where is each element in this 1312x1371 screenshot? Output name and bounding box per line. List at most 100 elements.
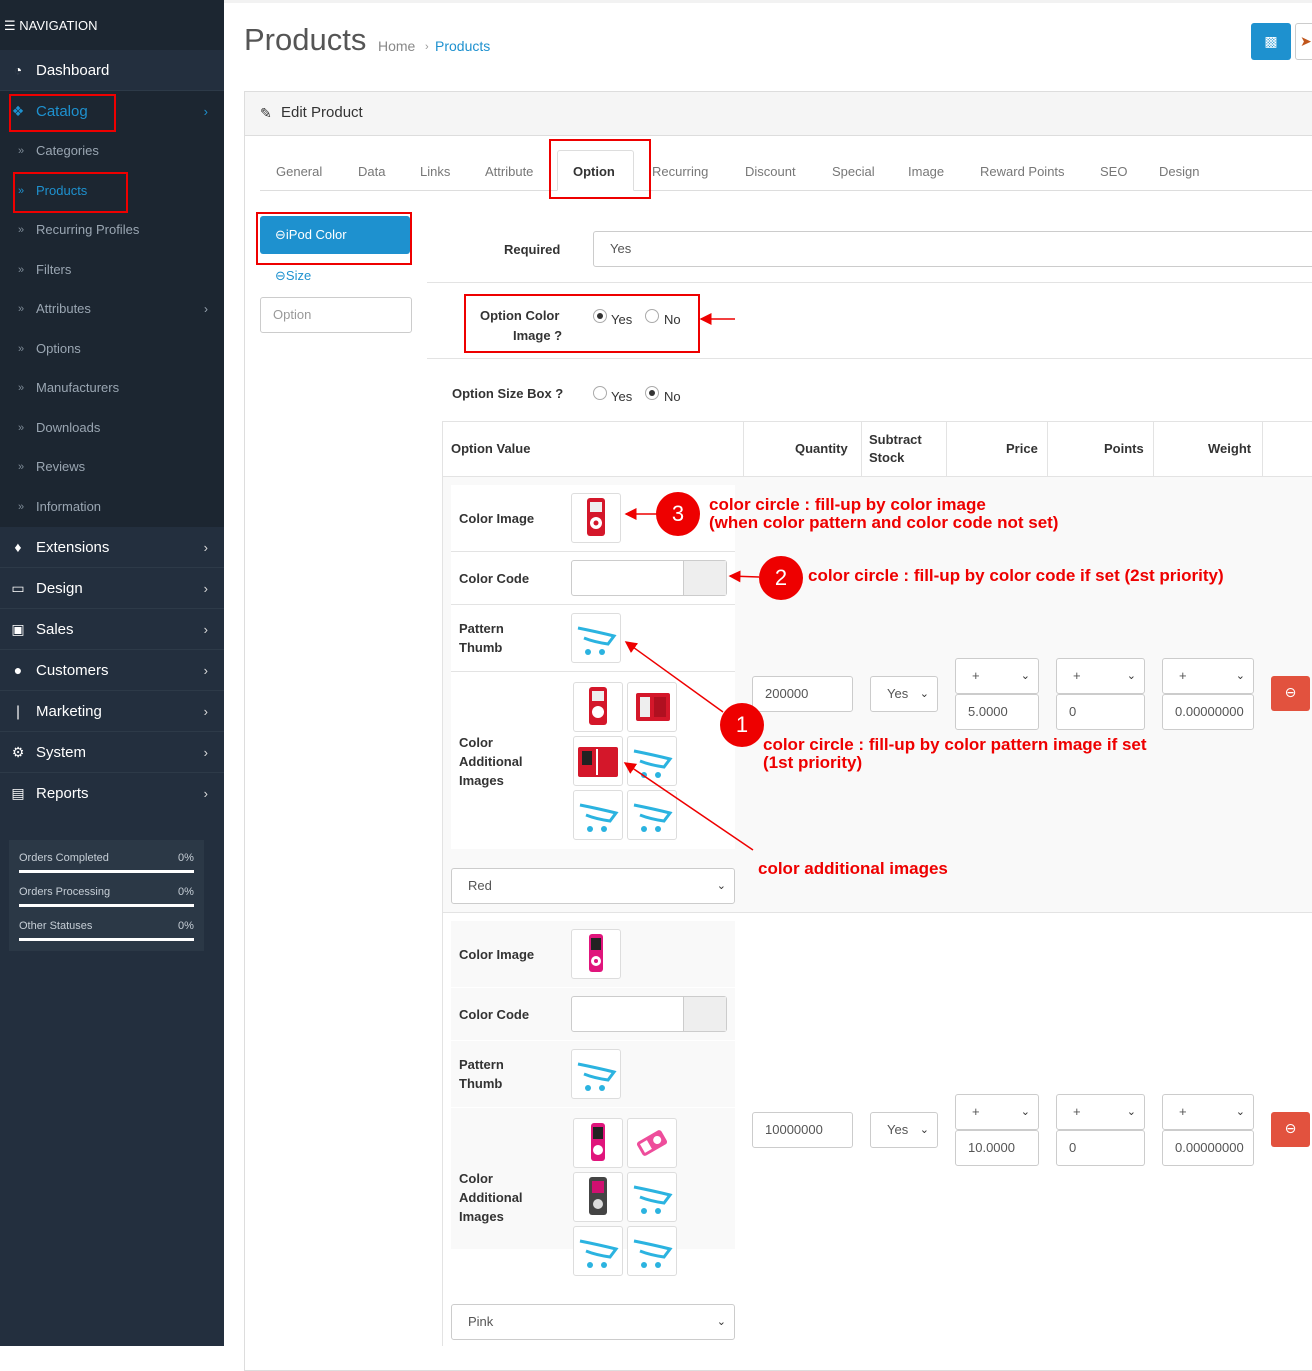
color-image-thumb[interactable] [571, 493, 621, 543]
chevron-down-icon: ⌄ [919, 1124, 929, 1136]
sidebar-item-customers[interactable]: ● Customers › [0, 650, 224, 691]
size-box-no-radio[interactable] [645, 386, 659, 400]
sidebar-item-catalog[interactable]: ❖ Catalog › [0, 91, 224, 132]
tab-data[interactable]: Data [358, 164, 386, 179]
option-value-select[interactable]: Pink ⌄ [451, 1304, 735, 1340]
sidebar-sub-manufacturers[interactable]: » Manufacturers [0, 368, 224, 408]
tab-seo[interactable]: SEO [1100, 164, 1128, 179]
additional-image[interactable] [627, 1226, 677, 1276]
weight-prefix-select[interactable]: + ⌄ [1162, 1094, 1254, 1130]
sidebar-sub-products[interactable]: » Products [0, 171, 224, 211]
back-arrow-icon: ➤ [1300, 33, 1312, 49]
tab-design[interactable]: Design [1159, 164, 1200, 179]
tab-general[interactable]: General [276, 164, 323, 179]
pattern-thumb-label-2: Thumb [459, 1076, 503, 1091]
quantity-input[interactable]: 200000 [752, 676, 853, 712]
minus-circle-icon: ⊖ [275, 227, 286, 242]
subtract-select[interactable]: Yes ⌄ [870, 676, 938, 712]
color-image-no-radio[interactable] [645, 309, 659, 323]
double-chevron-icon: » [18, 224, 25, 236]
tab-discount[interactable]: Discount [745, 164, 796, 179]
back-button[interactable]: ➤ [1295, 23, 1312, 60]
price-input[interactable]: 5.0000 [955, 694, 1039, 730]
points-input[interactable]: 0 [1056, 694, 1145, 730]
breadcrumb-home[interactable]: Home [378, 38, 416, 54]
pattern-thumb[interactable] [571, 1049, 621, 1099]
price-input[interactable]: 10.0000 [955, 1130, 1039, 1166]
color-image-yes-radio[interactable] [593, 309, 607, 323]
points-prefix-select[interactable]: + ⌄ [1056, 1094, 1145, 1130]
tab-links[interactable]: Links [420, 164, 451, 179]
sidebar-item-marketing[interactable]: ❘ Marketing › [0, 691, 224, 732]
color-swatch[interactable] [683, 997, 726, 1031]
price-prefix-select[interactable]: + ⌄ [955, 658, 1039, 694]
option-item-size[interactable]: ⊖Size [275, 268, 312, 283]
nav-header[interactable]: ☰ NAVIGATION [0, 0, 224, 50]
additional-image[interactable] [627, 682, 677, 732]
additional-image[interactable] [573, 682, 623, 732]
form-divider [427, 358, 1312, 359]
subtable-divider [451, 604, 735, 605]
subtract-select[interactable]: Yes ⌄ [870, 1112, 938, 1148]
option-item-ipod-color[interactable]: ⊖iPod Color [260, 216, 410, 254]
pattern-thumb[interactable] [571, 613, 621, 663]
tab-option[interactable]: Option [573, 164, 615, 179]
quantity-input[interactable]: 10000000 [752, 1112, 853, 1148]
weight-input[interactable]: 0.00000000 [1162, 694, 1254, 730]
ipod-pink-icon [591, 1123, 605, 1161]
sidebar-sub-filters[interactable]: » Filters [0, 250, 224, 290]
additional-image[interactable] [627, 736, 677, 786]
tab-attribute[interactable]: Attribute [485, 164, 534, 179]
remove-option-value-button[interactable]: ⊖ [1271, 676, 1310, 711]
sidebar-sub-recurring-profiles[interactable]: » Recurring Profiles [0, 210, 224, 250]
additional-image[interactable] [573, 1226, 623, 1276]
tab-reward-points[interactable]: Reward Points [980, 164, 1065, 179]
color-image-thumb[interactable] [571, 929, 621, 979]
weight-input[interactable]: 0.00000000 [1162, 1130, 1254, 1166]
sidebar-sub-categories[interactable]: » Categories [0, 131, 224, 171]
sidebar-sub-attributes[interactable]: » Attributes › [0, 289, 224, 329]
sidebar-sub-information[interactable]: » Information [0, 487, 224, 527]
sidebar-sub-downloads[interactable]: » Downloads [0, 408, 224, 448]
color-swatch[interactable] [683, 561, 726, 595]
minus-circle-icon: ⊖ [275, 268, 286, 283]
save-button[interactable]: ▩ [1251, 23, 1291, 60]
save-icon: ▩ [1264, 33, 1278, 49]
additional-image[interactable] [573, 1118, 623, 1168]
chevron-down-icon: ⌄ [1235, 1106, 1245, 1118]
points-prefix-select[interactable]: + ⌄ [1056, 658, 1145, 694]
sidebar-item-reports[interactable]: ▤ Reports › [0, 773, 224, 814]
breadcrumb-products[interactable]: Products [435, 38, 491, 54]
tab-recurring[interactable]: Recurring [652, 164, 709, 179]
additional-image[interactable] [627, 1118, 677, 1168]
additional-image[interactable] [627, 790, 677, 840]
weight-prefix-select[interactable]: + ⌄ [1162, 658, 1254, 694]
sidebar-item-design[interactable]: ▭ Design › [0, 568, 224, 609]
table-border [442, 912, 1312, 913]
annotation-text-1-line2: (1st priority) [763, 753, 863, 772]
sidebar-item-system[interactable]: ⚙ System › [0, 732, 224, 773]
tab-image[interactable]: Image [908, 164, 945, 179]
double-chevron-icon: » [18, 303, 25, 315]
option-value-select[interactable]: Red ⌄ [451, 868, 735, 904]
additional-image[interactable] [627, 1172, 677, 1222]
chevron-down-icon: ⌄ [1020, 1106, 1030, 1118]
points-input[interactable]: 0 [1056, 1130, 1145, 1166]
price-prefix-select[interactable]: + ⌄ [955, 1094, 1039, 1130]
color-image-label: Color Image [459, 947, 535, 962]
required-select[interactable]: Yes [593, 231, 1312, 267]
tab-special[interactable]: Special [832, 164, 875, 179]
sidebar-item-dashboard[interactable]: ◔ Dashboard [0, 50, 224, 91]
double-chevron-icon: » [18, 145, 25, 157]
option-autocomplete-input[interactable]: Option [260, 297, 412, 333]
size-box-yes-radio[interactable] [593, 386, 607, 400]
order-stats-box: Orders Completed 0% Orders Processing 0%… [9, 840, 204, 951]
additional-image[interactable] [573, 790, 623, 840]
sidebar-sub-reviews[interactable]: » Reviews [0, 447, 224, 487]
additional-image[interactable] [573, 1172, 623, 1222]
sidebar-item-sales[interactable]: ▣ Sales › [0, 609, 224, 650]
remove-option-value-button[interactable]: ⊖ [1271, 1112, 1310, 1147]
sidebar-item-extensions[interactable]: ♦ Extensions › [0, 527, 224, 568]
additional-image[interactable] [573, 736, 623, 786]
sidebar-sub-options[interactable]: » Options [0, 329, 224, 369]
